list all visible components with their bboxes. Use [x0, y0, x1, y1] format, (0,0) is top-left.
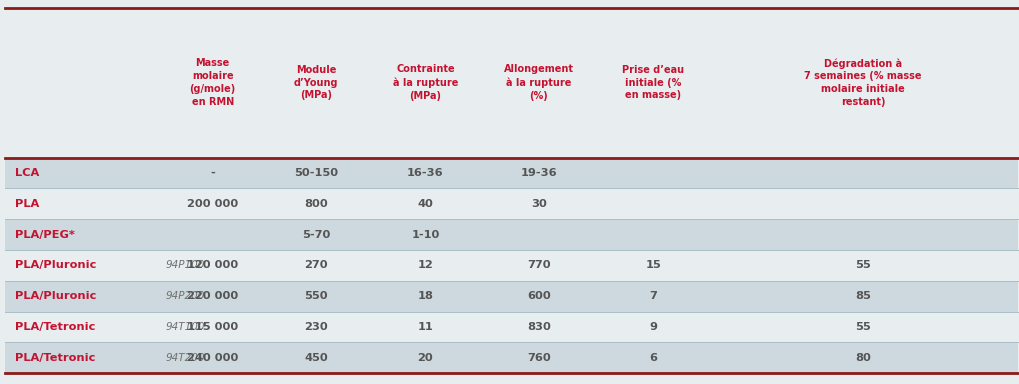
Text: 80: 80	[854, 353, 870, 363]
Text: PLA/Tetronic: PLA/Tetronic	[15, 322, 96, 332]
Text: PLA/PEG*: PLA/PEG*	[15, 230, 75, 240]
Text: Dégradation à
7 semaines (% masse
molaire initiale
restant): Dégradation à 7 semaines (% masse molair…	[803, 58, 921, 107]
Text: 1-10: 1-10	[411, 230, 439, 240]
Text: 760: 760	[527, 353, 550, 363]
Bar	[5, 343, 1017, 373]
Text: 450: 450	[304, 353, 327, 363]
Text: 94T200: 94T200	[165, 353, 205, 363]
Text: 240 000: 240 000	[186, 353, 238, 363]
Text: 270: 270	[304, 260, 327, 270]
Text: Masse
molaire
(g/mole)
en RMN: Masse molaire (g/mole) en RMN	[190, 58, 235, 107]
Text: 94P200: 94P200	[165, 291, 204, 301]
Bar	[5, 189, 1017, 219]
Text: 30: 30	[531, 199, 546, 209]
Text: PLA/Tetronic: PLA/Tetronic	[15, 353, 96, 363]
Text: 50-150: 50-150	[293, 168, 337, 178]
Bar	[5, 281, 1017, 312]
Text: 55: 55	[854, 260, 870, 270]
Text: 7: 7	[649, 291, 656, 301]
Bar	[5, 250, 1017, 281]
Text: 200 000: 200 000	[186, 199, 238, 209]
Text: 18: 18	[417, 291, 433, 301]
Text: PLA/Pluronic: PLA/Pluronic	[15, 291, 97, 301]
Bar	[5, 219, 1017, 250]
Text: 6: 6	[649, 353, 656, 363]
Text: 16-36: 16-36	[407, 168, 443, 178]
Text: 40: 40	[417, 199, 433, 209]
Text: 5-70: 5-70	[302, 230, 330, 240]
Text: 9: 9	[649, 322, 656, 332]
Text: 20: 20	[417, 353, 433, 363]
Text: 830: 830	[527, 322, 550, 332]
Text: 11: 11	[417, 322, 433, 332]
Text: Contrainte
à la rupture
(MPa): Contrainte à la rupture (MPa)	[392, 65, 458, 101]
Text: 85: 85	[854, 291, 870, 301]
Bar	[5, 312, 1017, 343]
Text: PLA: PLA	[15, 199, 40, 209]
Text: 230: 230	[304, 322, 327, 332]
Text: 600: 600	[527, 291, 550, 301]
Text: 120 000: 120 000	[186, 260, 238, 270]
Text: 12: 12	[417, 260, 433, 270]
Text: LCA: LCA	[15, 168, 40, 178]
Text: 800: 800	[304, 199, 327, 209]
Bar	[5, 157, 1017, 189]
Text: PLA/Pluronic: PLA/Pluronic	[15, 260, 97, 270]
Text: 220 000: 220 000	[186, 291, 238, 301]
Text: 550: 550	[304, 291, 327, 301]
Text: 94P100: 94P100	[165, 260, 204, 270]
Text: Module
d’Young
(MPa): Module d’Young (MPa)	[293, 65, 338, 101]
Text: 770: 770	[527, 260, 550, 270]
Text: 15: 15	[645, 260, 660, 270]
Text: Allongement
à la rupture
(%): Allongement à la rupture (%)	[503, 65, 574, 101]
Text: 19-36: 19-36	[520, 168, 556, 178]
Text: 55: 55	[854, 322, 870, 332]
Text: -: -	[210, 168, 215, 178]
Text: 115 000: 115 000	[186, 322, 238, 332]
Text: 94T100: 94T100	[165, 322, 205, 332]
Bar	[5, 8, 1017, 157]
Text: Prise d’eau
initiale (%
en masse): Prise d’eau initiale (% en masse)	[622, 65, 684, 101]
